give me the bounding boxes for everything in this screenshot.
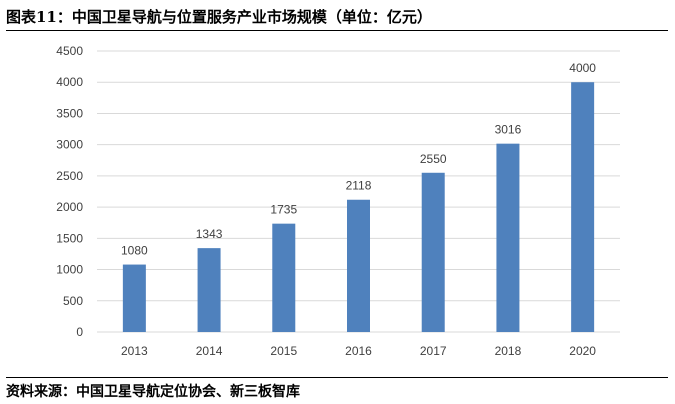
- x-tick-label: 2016: [345, 344, 372, 358]
- x-tick-label: 2014: [196, 344, 223, 358]
- y-tick-label: 1000: [56, 263, 83, 277]
- footer-divider: [6, 377, 668, 378]
- data-label: 1343: [196, 227, 223, 241]
- bar-2016: [347, 199, 370, 332]
- title-divider: [6, 30, 668, 31]
- bar-2017: [421, 172, 445, 332]
- y-tick-label: 0: [76, 325, 83, 339]
- y-tick-label: 2500: [56, 169, 83, 183]
- bar-2018: [496, 143, 520, 332]
- x-tick-label: 2018: [495, 344, 522, 358]
- y-tick-label: 4000: [56, 75, 83, 89]
- y-tick-label: 1500: [56, 231, 83, 245]
- y-tick-label: 3500: [56, 106, 83, 120]
- bar-2013: [122, 264, 146, 332]
- data-label: 2550: [420, 152, 447, 166]
- source-note: 资料来源：中国卫星导航定位协会、新三板智库: [6, 384, 300, 400]
- data-label: 3016: [495, 123, 522, 137]
- figure-title: 图表11：中国卫星导航与位置服务产业市场规模（单位：亿元）: [6, 8, 432, 26]
- bar-2015: [272, 223, 296, 332]
- x-tick-label: 2020: [569, 344, 596, 358]
- x-tick-label: 2015: [270, 344, 297, 358]
- x-tick-label: 2013: [121, 344, 148, 358]
- bar-2020: [571, 82, 595, 332]
- data-label: 1080: [121, 244, 148, 258]
- data-label: 1735: [270, 203, 297, 217]
- data-label: 4000: [569, 61, 596, 75]
- bar-2014: [197, 248, 221, 332]
- y-tick-label: 4500: [56, 44, 83, 58]
- y-tick-label: 2000: [56, 200, 83, 214]
- y-tick-label: 500: [63, 294, 83, 308]
- x-tick-label: 2017: [420, 344, 447, 358]
- data-label: 2118: [346, 179, 372, 193]
- y-tick-label: 3000: [56, 138, 83, 152]
